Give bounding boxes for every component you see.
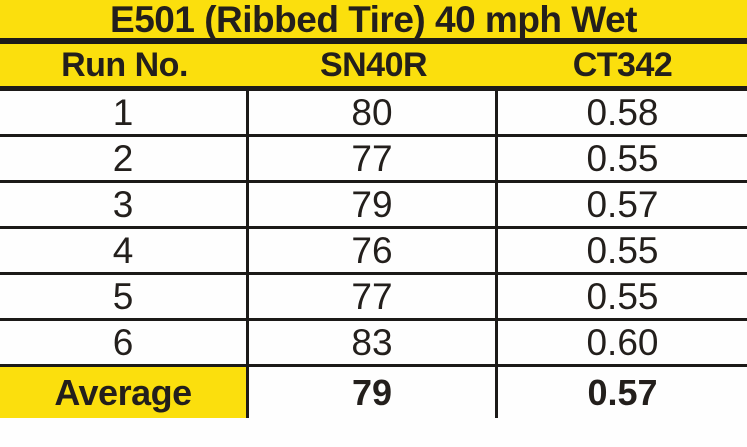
table-header-row: Run No. SN40R CT342 <box>0 44 747 91</box>
run-no-cell: 5 <box>0 275 249 318</box>
ct342-cell: 0.55 <box>586 230 659 271</box>
average-ct342-cell: 0.57 <box>587 371 658 413</box>
sn40r-cell: 76 <box>249 229 498 272</box>
column-header-run-no: Run No. <box>61 46 188 84</box>
table-row: 2 77 0.55 <box>0 137 747 183</box>
run-no-cell: 3 <box>0 183 249 226</box>
ct342-cell: 0.60 <box>586 322 659 363</box>
column-header-sn40r: SN40R <box>319 46 428 84</box>
ct342-cell: 0.57 <box>586 184 659 225</box>
table-row: 1 80 0.58 <box>0 91 747 137</box>
sn40r-cell: 77 <box>249 275 498 318</box>
ct342-cell: 0.55 <box>586 276 659 317</box>
column-header-ct342: CT342 <box>572 46 673 84</box>
ct342-cell: 0.55 <box>586 138 659 179</box>
sn40r-cell: 79 <box>249 183 498 226</box>
table-row: 5 77 0.55 <box>0 275 747 321</box>
run-no-cell: 4 <box>0 229 249 272</box>
table-title: E501 (Ribbed Tire) 40 mph Wet <box>0 0 747 44</box>
table-row: 3 79 0.57 <box>0 183 747 229</box>
sn40r-cell: 77 <box>249 137 498 180</box>
table-row: 6 83 0.60 <box>0 321 747 367</box>
run-no-cell: 2 <box>0 137 249 180</box>
ct342-cell: 0.58 <box>586 92 659 133</box>
average-row: Average 79 0.57 <box>0 367 747 418</box>
run-no-cell: 6 <box>0 321 249 364</box>
average-label-cell: Average <box>0 367 249 418</box>
run-no-cell: 1 <box>0 91 249 134</box>
average-sn40r-cell: 79 <box>249 367 498 418</box>
sn40r-cell: 80 <box>249 91 498 134</box>
table-row: 4 76 0.55 <box>0 229 747 275</box>
sn40r-cell: 83 <box>249 321 498 364</box>
